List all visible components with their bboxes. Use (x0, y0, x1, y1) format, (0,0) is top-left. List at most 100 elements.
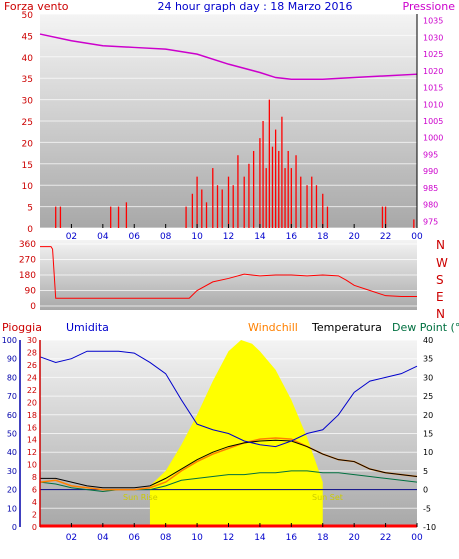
humidity-tick-label: 60 (7, 411, 17, 420)
top-x-tick-label: 20 (348, 232, 360, 242)
dewpoint-legend: Dew Point (°C (392, 321, 459, 334)
direction-axis-ticks: 0 90 180 270 360 (19, 240, 36, 312)
temperature-line (40, 439, 418, 489)
temperature-tick-label: 0 (423, 486, 428, 495)
temperature-tick-label: -5 (423, 504, 431, 513)
direction-tick-label: 360 (19, 240, 36, 250)
lower-x-ticks: 02 04 06 08 10 12 14 16 18 20 22 00 (66, 523, 423, 543)
temperature-legend: Temperatura (311, 321, 382, 334)
right-axis-title: Pressione (403, 0, 456, 13)
compass-e: E (436, 290, 444, 304)
lower-x-tick-label: 22 (380, 533, 391, 543)
humidity-tick-label: 100 (2, 336, 17, 345)
humidity-tick-label: 50 (7, 430, 17, 439)
direction-line (40, 246, 417, 299)
wind-axis-ticks: 0 5 10 15 20 25 30 35 40 45 50 (22, 11, 34, 235)
rain-tick-label: 0 (32, 523, 37, 532)
lower-x-tick-label: 18 (317, 533, 329, 543)
chart-title: 24 hour graph day : 18 Marzo 2016 (157, 0, 352, 13)
pressure-tick-label: 980 (423, 201, 438, 210)
humidity-tick-label: 80 (7, 373, 17, 382)
lower-x-tick-label: 02 (66, 533, 77, 543)
wind-tick-label: 40 (22, 54, 34, 64)
top-x-tick-label: 02 (66, 232, 77, 242)
pressure-tick-label: 995 (423, 150, 438, 159)
temperature-tick-label: 40 (423, 336, 433, 345)
temperature-tick-label: 10 (423, 448, 433, 457)
humidity-tick-label: 10 (7, 504, 17, 513)
sun-rise-label: Sun Rise (123, 493, 158, 502)
humidity-axis-ticks: 0 10 20 30 40 50 60 70 80 90 100 (2, 336, 17, 532)
rain-tick-label: 30 (27, 336, 37, 345)
humidity-axis-title: Umidita (66, 321, 109, 334)
dewpoint-line (39, 470, 418, 492)
sun-area (149, 340, 323, 527)
humidity-line (39, 350, 418, 448)
wind-tick-label: 50 (22, 11, 34, 21)
lower-x-tick-label: 12 (223, 533, 234, 543)
lower-x-tick-label: 20 (348, 533, 360, 543)
direction-tick-label: 180 (19, 271, 36, 281)
top-x-tick-label: 06 (129, 232, 141, 242)
windchill-legend: Windchill (248, 321, 298, 334)
rain-tick-label: 24 (27, 373, 37, 382)
rain-tick-label: 28 (27, 348, 37, 357)
pressure-line (39, 33, 418, 80)
humidity-tick-label: 0 (12, 523, 17, 532)
temperature-tick-label: -10 (423, 523, 436, 532)
temperature-tick-label: 20 (423, 411, 433, 420)
lower-x-tick-label: 10 (191, 533, 203, 543)
direction-tick-label: 270 (19, 256, 36, 266)
rain-tick-label: 16 (27, 423, 37, 432)
pressure-tick-label: 975 (423, 217, 438, 226)
top-x-tick-label: 00 (411, 232, 423, 242)
top-x-ticks: 02 04 06 08 10 12 14 16 18 20 22 00 (66, 224, 423, 242)
sun-set-label: Sun Set (312, 493, 343, 502)
lower-x-tick-label: 16 (286, 533, 298, 543)
humidity-tick-label: 20 (7, 486, 17, 495)
rain-tick-label: 10 (27, 461, 37, 470)
wind-tick-label: 10 (22, 182, 34, 192)
top-x-tick-label: 04 (97, 232, 109, 242)
temperature-axis-ticks: -10 -5 0 5 10 15 20 25 30 35 40 (423, 336, 436, 532)
wind-tick-label: 45 (22, 32, 33, 42)
compass-n-top: N (436, 238, 445, 252)
rain-tick-label: 18 (27, 411, 37, 420)
rain-tick-label: 22 (27, 386, 37, 395)
compass-w: W (436, 256, 448, 270)
pressure-tick-label: 985 (423, 184, 438, 193)
lower-x-tick-label: 00 (411, 533, 423, 543)
lower-x-tick-label: 04 (97, 533, 109, 543)
pressure-tick-label: 1020 (423, 67, 443, 76)
top-x-tick-label: 16 (286, 232, 298, 242)
wind-tick-label: 0 (27, 225, 33, 235)
top-x-tick-label: 10 (191, 232, 203, 242)
pressure-tick-label: 1025 (423, 50, 443, 59)
humidity-tick-label: 90 (7, 355, 17, 364)
direction-grid (40, 243, 417, 307)
humidity-tick-label: 40 (7, 448, 17, 457)
temperature-tick-label: 35 (423, 355, 433, 364)
humidity-tick-label: 30 (7, 467, 17, 476)
direction-tick-label: 0 (30, 302, 36, 312)
rain-tick-label: 8 (32, 473, 37, 482)
direction-tick-label: 90 (25, 287, 37, 297)
pressure-tick-label: 1035 (423, 17, 443, 26)
compass-labels: N W S E N (436, 238, 448, 321)
rain-tick-label: 26 (27, 361, 37, 370)
top-x-tick-label: 22 (380, 232, 391, 242)
temperature-tick-label: 25 (423, 392, 433, 401)
rain-tick-label: 6 (32, 486, 37, 495)
pressure-tick-label: 1000 (423, 134, 443, 143)
wind-tick-label: 30 (22, 97, 34, 107)
wind-tick-label: 25 (22, 118, 33, 128)
wind-bars (55, 99, 415, 228)
compass-s: S (436, 273, 444, 287)
temperature-tick-label: 15 (423, 430, 433, 439)
top-x-tick-label: 18 (317, 232, 329, 242)
pressure-tick-label: 990 (423, 167, 438, 176)
wind-tick-label: 15 (22, 161, 33, 171)
rain-axis-title: Pioggia (2, 321, 42, 334)
